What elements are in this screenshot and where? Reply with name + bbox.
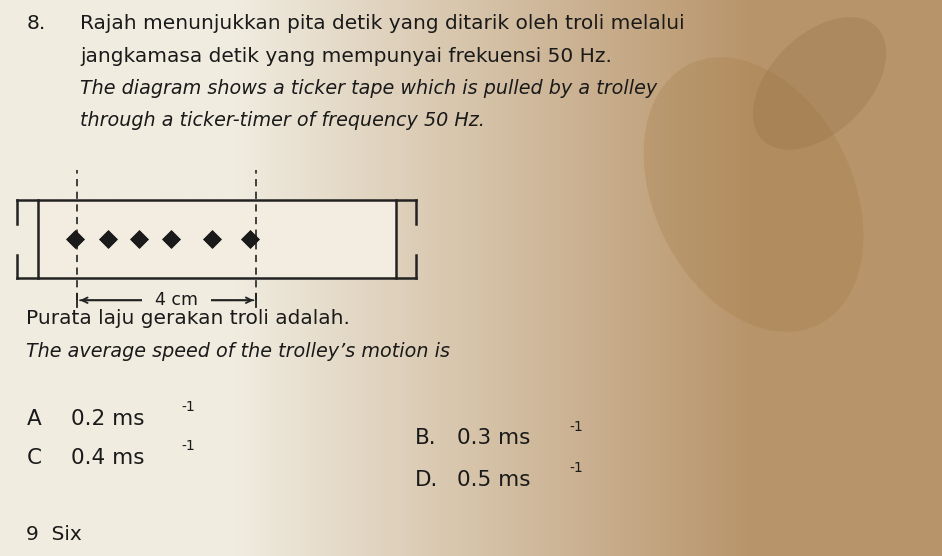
Text: jangkamasa detik yang mempunyai frekuensi 50 Hz.: jangkamasa detik yang mempunyai frekuens… (80, 47, 612, 66)
Text: 0.3 ms: 0.3 ms (457, 428, 530, 448)
Text: C: C (26, 448, 41, 468)
Text: 0.4 ms: 0.4 ms (71, 448, 144, 468)
Text: Purata laju gerakan troli adalah.: Purata laju gerakan troli adalah. (26, 309, 350, 327)
Text: 8.: 8. (26, 14, 45, 33)
Text: The average speed of the trolley’s motion is: The average speed of the trolley’s motio… (26, 342, 450, 361)
Text: 9  Six: 9 Six (26, 525, 82, 544)
Text: through a ticker-timer of frequency 50 Hz.: through a ticker-timer of frequency 50 H… (80, 111, 485, 130)
Text: The diagram shows a ticker tape which is pulled by a trolley: The diagram shows a ticker tape which is… (80, 79, 658, 98)
Text: -1: -1 (182, 400, 196, 414)
Text: -1: -1 (569, 420, 583, 434)
Text: B.: B. (414, 428, 436, 448)
Ellipse shape (643, 57, 864, 332)
Text: 0.2 ms: 0.2 ms (71, 409, 144, 429)
Ellipse shape (753, 17, 886, 150)
Bar (38, 200, 396, 278)
Text: A: A (26, 409, 41, 429)
Text: 0.5 ms: 0.5 ms (457, 470, 530, 490)
Text: Rajah menunjukkan pita detik yang ditarik oleh troli melalui: Rajah menunjukkan pita detik yang ditari… (80, 14, 685, 33)
Text: D.: D. (414, 470, 438, 490)
Text: 4 cm: 4 cm (143, 291, 209, 309)
Text: -1: -1 (182, 439, 196, 453)
Text: -1: -1 (569, 461, 583, 475)
